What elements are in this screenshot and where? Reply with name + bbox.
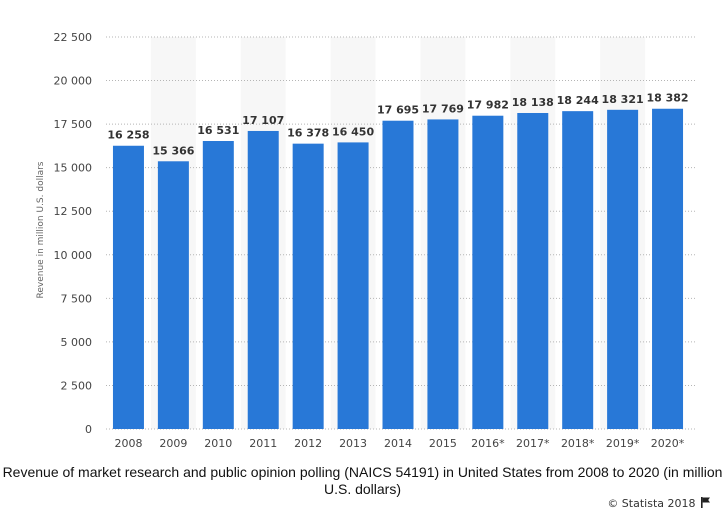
bar[interactable] — [382, 120, 414, 429]
y-tick-label: 5 000 — [61, 336, 93, 349]
bar-chart: 0 2 500 5 000 7 500 10 000 12 500 15 000 17 500… — [36, 31, 696, 450]
data-label: 16 258 — [107, 129, 149, 142]
y-tick-label: 7 500 — [61, 292, 93, 305]
bar[interactable] — [427, 119, 459, 429]
data-label: 18 321 — [602, 93, 644, 106]
data-label: 18 244 — [557, 94, 599, 107]
bar[interactable] — [517, 112, 549, 430]
bar[interactable] — [337, 142, 369, 429]
data-label: 17 695 — [377, 104, 419, 117]
y-tick-label: 2 500 — [61, 379, 93, 392]
y-tick-label: 15 000 — [54, 162, 93, 175]
x-tick-label: 2013 — [339, 437, 367, 450]
data-label: 17 769 — [422, 102, 464, 115]
x-tick-label: 2020* — [651, 437, 685, 450]
y-tick-label: 10 000 — [54, 249, 93, 262]
bar[interactable] — [112, 145, 144, 429]
bar[interactable] — [202, 140, 234, 430]
bar[interactable] — [652, 108, 684, 429]
data-label: 18 138 — [512, 96, 554, 109]
chart-caption: Revenue of market research and public op… — [2, 464, 723, 497]
x-tick-label: 2009 — [159, 437, 187, 450]
data-label: 17 982 — [467, 99, 509, 112]
x-tick-label: 2016* — [471, 437, 505, 450]
data-label: 17 107 — [242, 114, 284, 127]
x-tick-label: 2014 — [384, 437, 412, 450]
data-label: 16 378 — [287, 127, 329, 140]
credit-text: © Statista 2018 — [607, 497, 696, 510]
x-tick-label: 2012 — [294, 437, 322, 450]
data-label: 18 382 — [646, 92, 688, 105]
data-label: 15 366 — [152, 144, 194, 157]
bar[interactable] — [292, 143, 324, 429]
x-tick-label: 2018* — [561, 437, 595, 450]
bar[interactable] — [472, 115, 504, 430]
bar[interactable] — [157, 161, 189, 429]
x-tick-label: 2015 — [429, 437, 457, 450]
y-tick-label: 22 500 — [54, 31, 93, 44]
data-label: 16 450 — [332, 125, 374, 138]
y-tick-label: 17 500 — [54, 118, 93, 131]
y-tick-label: 20 000 — [54, 75, 93, 88]
x-tick-label: 2019* — [606, 437, 640, 450]
bar[interactable] — [562, 111, 594, 429]
y-tick-label: 12 500 — [54, 205, 93, 218]
flag-icon[interactable] — [701, 497, 711, 508]
x-tick-label: 2008 — [114, 437, 142, 450]
x-tick-label: 2011 — [249, 437, 277, 450]
x-tick-label: 2017* — [516, 437, 550, 450]
bar[interactable] — [607, 109, 639, 429]
credit: © Statista 2018 — [607, 497, 711, 510]
bar[interactable] — [247, 130, 279, 429]
y-axis-label: Revenue in million U.S. dollars — [36, 161, 46, 298]
x-tick-label: 2010 — [204, 437, 232, 450]
data-label: 16 531 — [197, 124, 239, 137]
y-tick-label: 0 — [85, 423, 92, 436]
